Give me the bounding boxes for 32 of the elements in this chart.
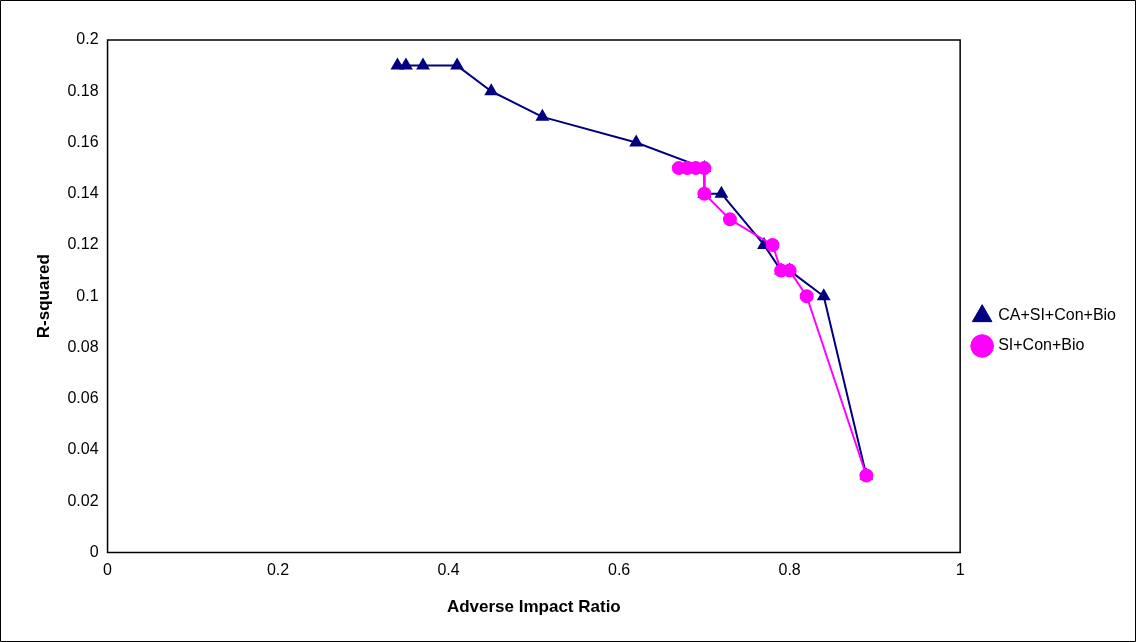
y-tick-label: 0.12 — [67, 235, 99, 253]
point — [722, 212, 737, 227]
x-tick-label: 1 — [955, 561, 965, 579]
point — [536, 109, 549, 121]
y-tick-label: 0.18 — [67, 81, 99, 99]
point — [799, 289, 814, 304]
y-tick-label: 0.2 — [76, 30, 99, 48]
point — [450, 58, 464, 70]
y-tick-label: 0.14 — [67, 184, 99, 202]
point — [629, 135, 643, 147]
y-axis-title: R-squared — [33, 254, 53, 339]
x-tick-label: 0 — [103, 561, 113, 579]
point — [817, 289, 830, 301]
legend-label: CA+SI+Con+Bio — [998, 306, 1117, 324]
x-tick-label: 0.4 — [437, 561, 460, 579]
x-tick-label: 0.6 — [607, 561, 631, 579]
x-tick-label: 0.2 — [266, 561, 290, 579]
y-tick-label: 0.08 — [67, 337, 99, 355]
legend-label: SI+Con+Bio — [998, 336, 1085, 354]
y-tick-label: 0.1 — [76, 286, 99, 304]
y-tick-label: 0.02 — [67, 491, 99, 509]
point — [715, 186, 728, 198]
point — [485, 84, 498, 96]
point — [765, 237, 780, 252]
point — [416, 58, 430, 70]
y-tick-label: 0.04 — [67, 440, 99, 458]
y-tick-label: 0 — [89, 542, 99, 560]
y-tick-label: 0.16 — [67, 132, 99, 150]
x-axis-title: Adverse Impact Ratio — [446, 597, 621, 617]
x-tick-label: 0.8 — [778, 561, 801, 579]
point — [399, 58, 413, 70]
y-tick-label: 0.06 — [67, 389, 99, 407]
